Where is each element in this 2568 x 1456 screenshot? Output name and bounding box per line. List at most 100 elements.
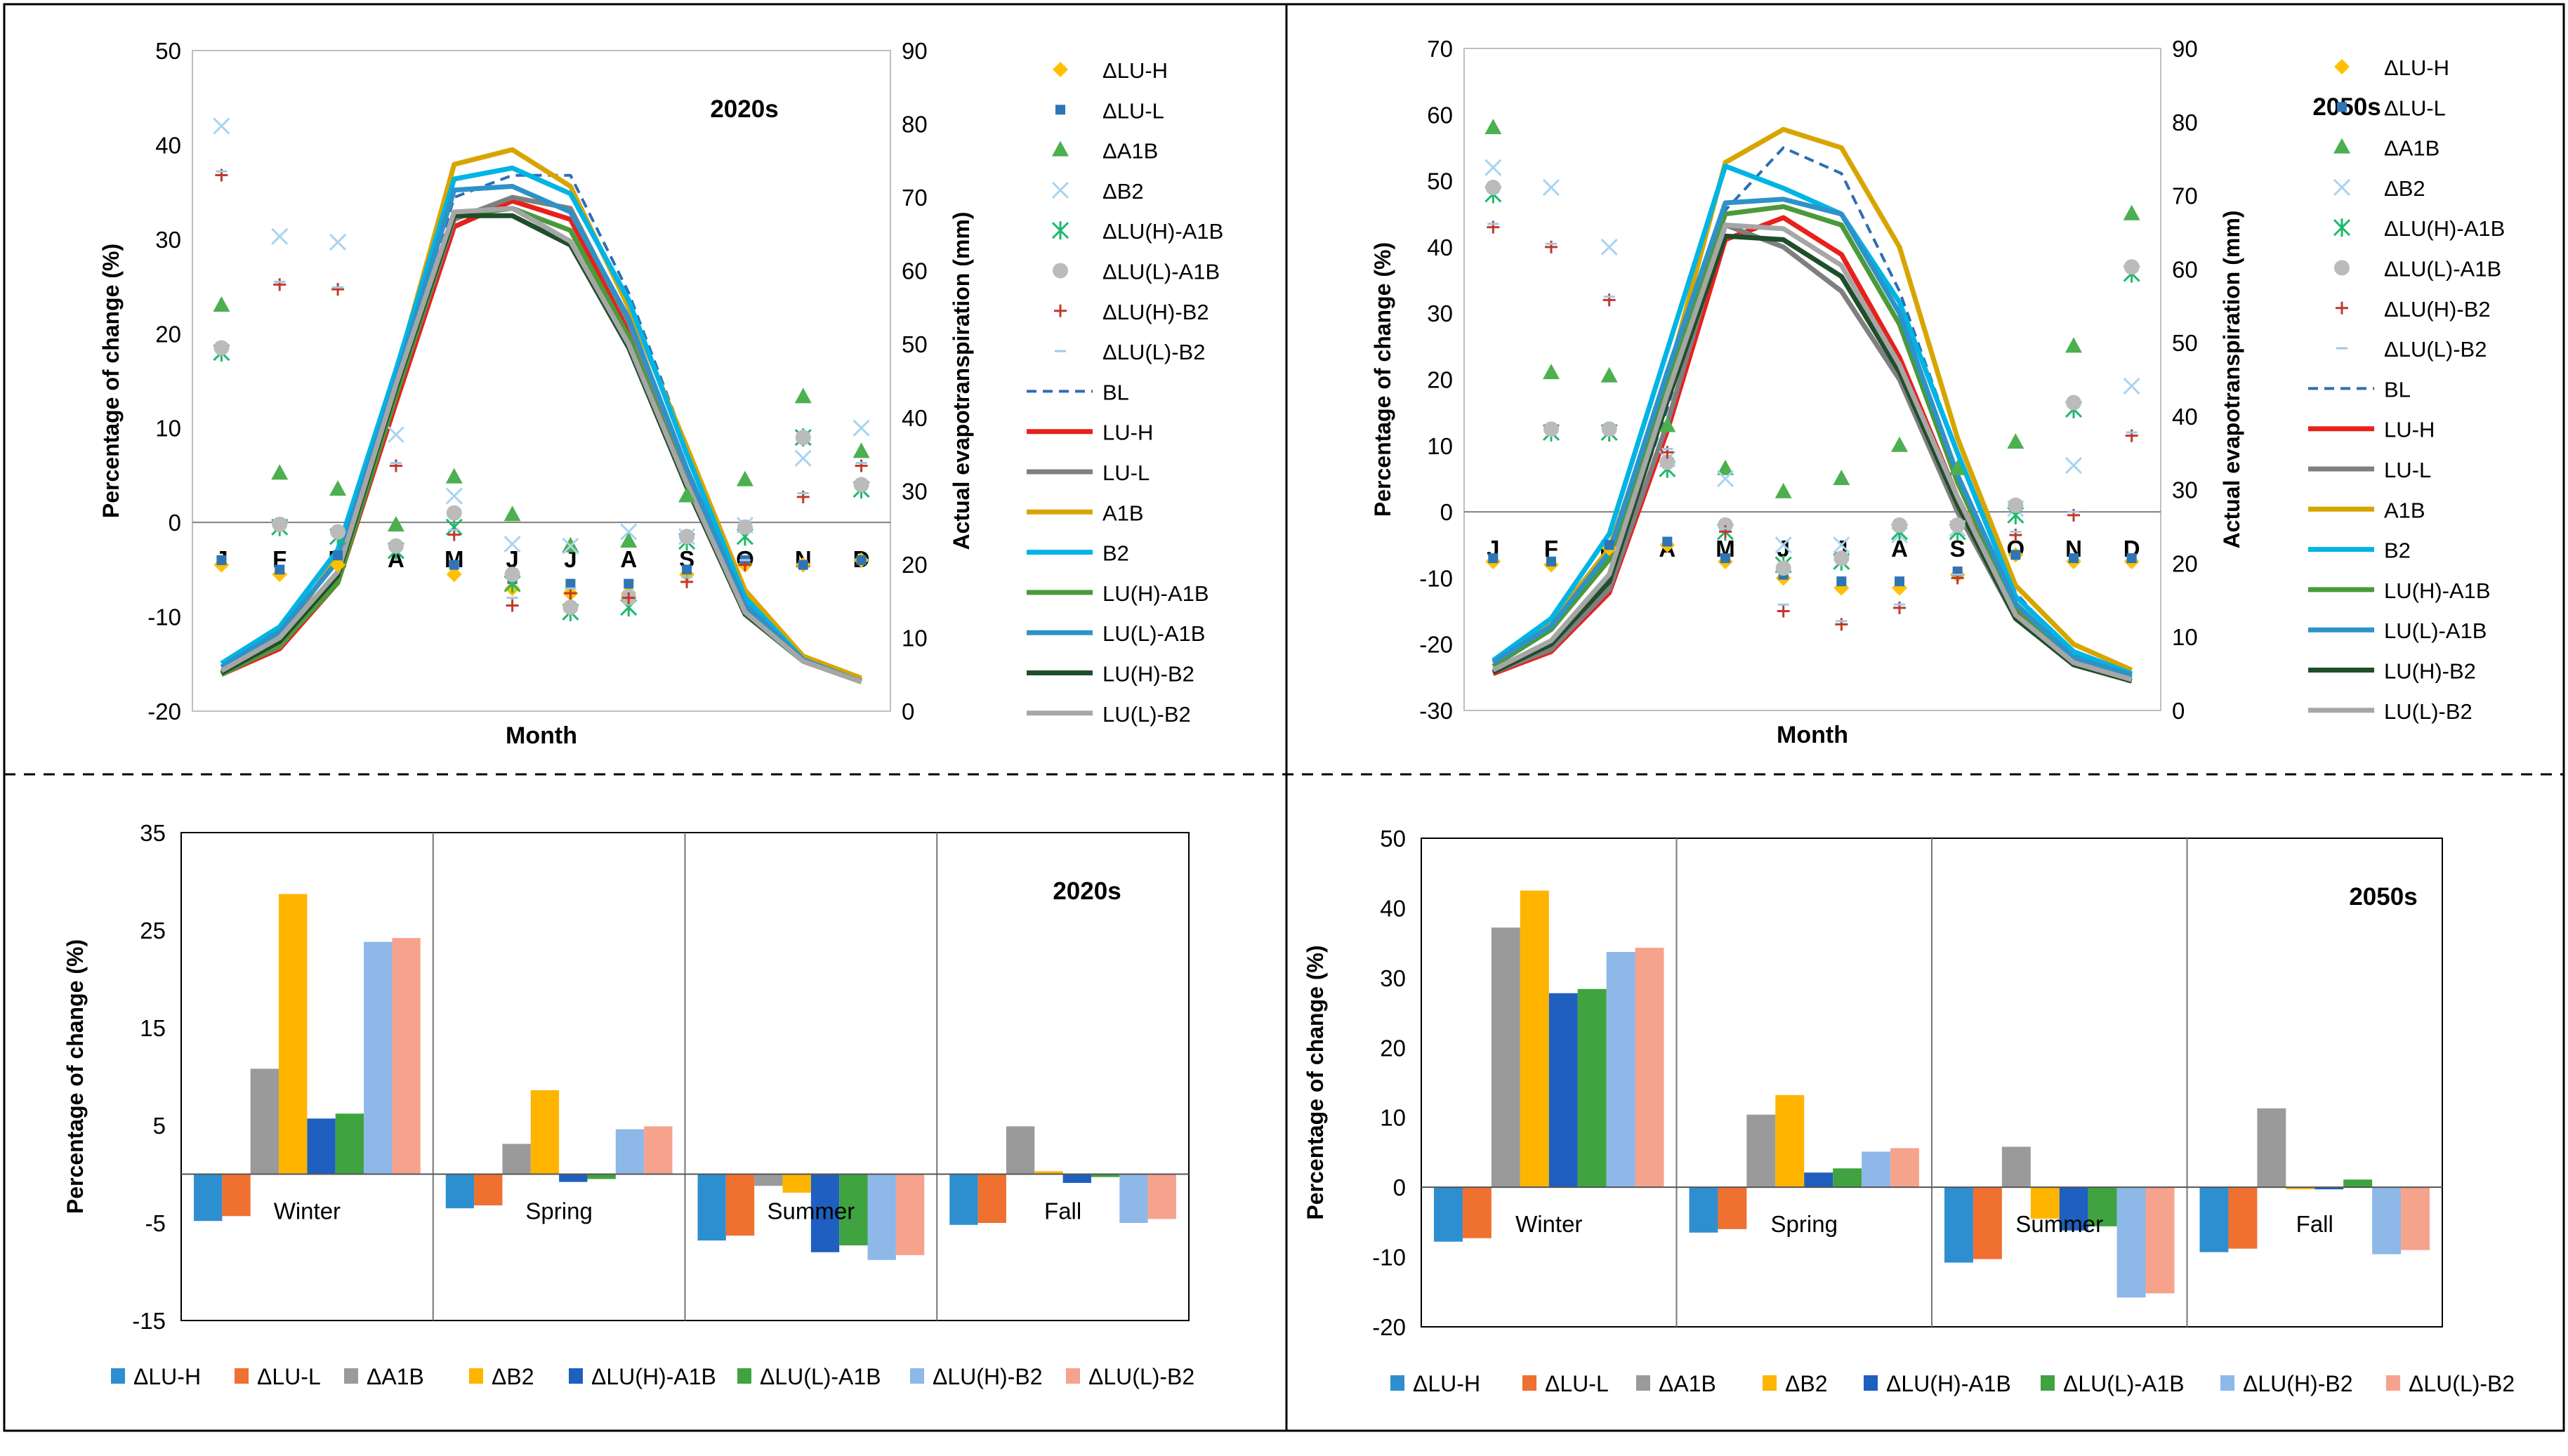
bar-delta-lu-h	[194, 1174, 223, 1222]
y-tick-label: 50	[1427, 168, 1453, 194]
y2-axis-label: Actual evapotranspiration (mm)	[2219, 211, 2244, 549]
point-delta-b2	[329, 233, 347, 251]
y-tick-label: -10	[1419, 565, 1453, 591]
bar-delta-lul-a1b	[1833, 1168, 1862, 1188]
bar-delta-lul-a1b	[2088, 1187, 2117, 1226]
bar-delta-lul-b2	[1147, 1174, 1176, 1219]
bar-delta-lu-h	[1944, 1187, 1973, 1263]
legend-marker-delta-lul-a1b	[1053, 263, 1068, 279]
y-tick-label: 25	[140, 918, 166, 944]
legend-label-delta-lul-b2: ΔLU(L)-B2	[2409, 1371, 2515, 1396]
legend-label-lu-l: LU-L	[2384, 458, 2431, 482]
point-delta-a1b	[620, 532, 638, 548]
y2-tick-label: 50	[902, 331, 928, 357]
y-tick-label: 10	[155, 416, 181, 442]
legend-label-lul-b2: LU(L)-B2	[1102, 702, 1191, 727]
line-luh-b2	[1492, 233, 2133, 684]
legend-label-delta-a1b: ΔA1B	[1659, 1371, 1716, 1396]
legend-label-lul-a1b: LU(L)-A1B	[2384, 618, 2487, 643]
point-delta-b2	[445, 487, 463, 505]
point-delta-a1b	[271, 464, 289, 480]
y2-tick-label: 0	[2172, 698, 2185, 724]
point-delta-a1b	[1774, 482, 1792, 498]
legend-swatch-delta-a1b	[1636, 1375, 1650, 1391]
point-delta-lu-l	[333, 550, 343, 561]
legend-swatch-delta-lu-l	[235, 1368, 249, 1384]
x-tick-label: A	[1891, 536, 1908, 562]
point-delta-a1b	[736, 470, 753, 487]
point-delta-lul-a1b	[213, 340, 230, 356]
bar-delta-luh-b2	[2116, 1187, 2146, 1298]
legend-label-delta-b2: ΔB2	[492, 1364, 534, 1389]
bar-delta-luh-a1b	[1548, 993, 1578, 1188]
legend-label-lul-b2: LU(L)-B2	[2384, 699, 2472, 724]
point-delta-a1b	[1891, 436, 1908, 452]
line-b2	[1492, 164, 2133, 676]
legend-label-delta-luh-b2: ΔLU(H)-B2	[1102, 300, 1209, 324]
point-delta-lu-l	[1720, 553, 1730, 564]
legend: ΔLU-H ΔLU-L ΔA1B ΔB2 ΔLU(H)-A1B ΔLU(L)-A1B ΔLU…	[111, 1364, 1194, 1389]
bar-delta-lul-b2	[2401, 1187, 2430, 1250]
bar-delta-lu-l	[1718, 1187, 1747, 1229]
y2-tick-label: 60	[2172, 256, 2198, 282]
legend-label-delta-lu-l: ΔLU-L	[2384, 95, 2446, 120]
legend-label-delta-luh-b2: ΔLU(H)-B2	[2384, 297, 2491, 322]
point-delta-lu-l	[216, 555, 227, 565]
bar-delta-a1b	[2257, 1108, 2286, 1188]
point-delta-b2	[271, 227, 289, 245]
point-delta-lul-a1b	[2066, 395, 2081, 411]
y2-tick-label: 70	[902, 185, 928, 211]
legend-swatch-delta-luh-b2	[2220, 1375, 2234, 1391]
y-tick-label: -20	[1419, 632, 1453, 658]
y-tick-label: 0	[169, 510, 181, 536]
legend-label-delta-luh-a1b: ΔLU(H)-A1B	[591, 1364, 716, 1389]
y-tick-label: 30	[1380, 965, 1406, 991]
y2-tick-label: 70	[2172, 183, 2198, 209]
point-delta-b2	[852, 419, 870, 437]
y2-tick-label: 60	[902, 258, 928, 284]
legend-swatch-delta-lul-b2	[1066, 1368, 1080, 1384]
point-delta-lul-a1b	[1543, 421, 1559, 437]
bar-delta-a1b	[2001, 1146, 2031, 1188]
y2-tick-label: 30	[902, 478, 928, 504]
legend-label-luh-b2: LU(H)-B2	[2384, 659, 2476, 684]
category-label: Spring	[525, 1198, 592, 1224]
legend-label-delta-luh-b2: ΔLU(H)-B2	[2243, 1371, 2353, 1396]
bar-delta-a1b	[1491, 927, 1520, 1188]
point-delta-lul-a1b	[1601, 421, 1617, 437]
y-tick-label: 10	[1427, 433, 1453, 459]
line-lul-a1b	[220, 183, 862, 684]
category-label: Summer	[768, 1198, 855, 1224]
bar-delta-b2	[1520, 890, 1549, 1188]
x-tick-label: A	[620, 546, 637, 572]
y-tick-label: 20	[1380, 1035, 1406, 1061]
point-delta-lul-a1b	[1892, 517, 1907, 533]
point-delta-b2	[387, 426, 404, 444]
bar-delta-a1b	[250, 1068, 279, 1174]
y-axis-label: Percentage of change (%)	[1370, 242, 1395, 517]
legend-label-luh-a1b: LU(H)-A1B	[2384, 578, 2491, 603]
legend-label-delta-lul-a1b: ΔLU(L)-A1B	[2063, 1371, 2185, 1396]
legend-label-delta-a1b: ΔA1B	[367, 1364, 424, 1389]
y-tick-label: 50	[155, 38, 181, 64]
bar-delta-lu-h	[1434, 1187, 1463, 1242]
bar-delta-b2	[1775, 1094, 1805, 1188]
legend-label-delta-lu-l: ΔLU-L	[257, 1364, 321, 1389]
legend: ΔLU-H ΔLU-L ΔA1B ΔB2 ΔLU(H)-A1B ΔLU(L)-A1B ΔLU…	[1027, 58, 1223, 727]
legend-label-b2: B2	[1102, 541, 1129, 566]
category-label: Winter	[274, 1198, 341, 1224]
point-delta-b2	[620, 523, 638, 541]
bar-delta-a1b	[754, 1174, 783, 1186]
y-tick-label: 10	[1380, 1105, 1406, 1131]
point-delta-b2	[2065, 457, 2083, 475]
category-label: Summer	[2015, 1211, 2103, 1237]
point-delta-b2	[1484, 159, 1502, 176]
y2-tick-label: 50	[2172, 330, 2198, 356]
point-delta-a1b	[1659, 416, 1676, 432]
category-label: Spring	[1771, 1211, 1838, 1237]
point-delta-lul-a1b	[795, 430, 811, 446]
plot-area	[192, 50, 891, 712]
bar-delta-luh-b2	[867, 1174, 896, 1260]
bar-delta-lul-b2	[392, 938, 421, 1174]
point-delta-lul-a1b	[2123, 259, 2140, 275]
